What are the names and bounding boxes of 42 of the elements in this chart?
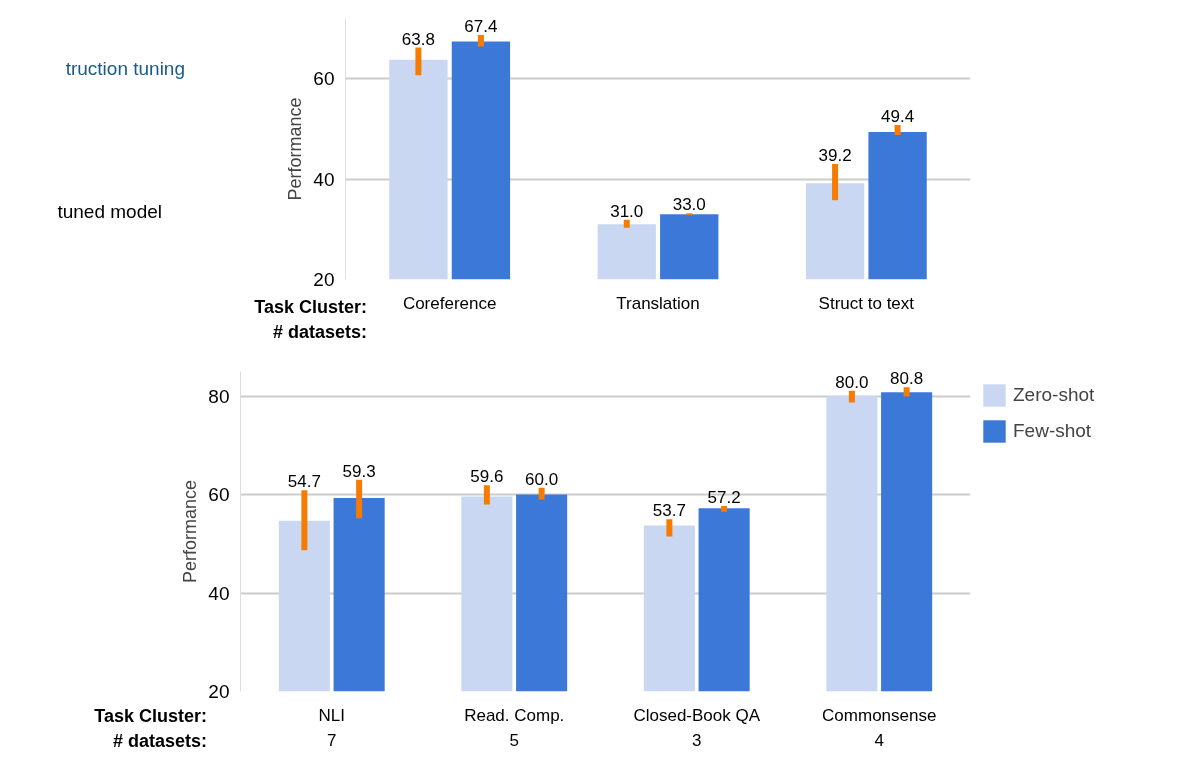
data-label: 33.0 [672, 195, 706, 215]
legend-label: Zero-shot [1013, 384, 1095, 406]
x-tick-label: Translation [616, 293, 700, 313]
text: tuned model [57, 200, 162, 224]
data-label: 80.8 [890, 369, 924, 389]
data-label: 31.0 [610, 201, 644, 221]
y-tick-label: 60 [313, 68, 335, 90]
y-tick-label: 40 [313, 168, 335, 190]
x-tick-label: Coreference [402, 293, 497, 313]
data-label: 54.7 [287, 472, 321, 492]
y-tick-label: 60 [208, 484, 230, 506]
data-label: 60.0 [525, 469, 559, 489]
text: # datasets: [272, 321, 367, 344]
text: 5 [509, 730, 519, 750]
data-label: 67.4 [464, 17, 498, 37]
data-label: 59.3 [342, 461, 376, 481]
y-tick-label: 80 [208, 385, 230, 407]
data-label: 59.6 [470, 467, 504, 487]
data-label: 80.0 [835, 372, 869, 392]
legend-label: Few-shot [1013, 420, 1092, 442]
data-label: 53.7 [652, 501, 686, 521]
x-tick-label: Read. Comp. [464, 705, 565, 725]
y-axis-title: Performance [285, 97, 306, 201]
y-tick-label: 20 [208, 681, 230, 702]
y-tick-label: 20 [313, 269, 335, 290]
text: truction tuning [65, 57, 185, 81]
data-label: 39.2 [818, 146, 852, 166]
text: 3 [692, 730, 702, 750]
text: Task Cluster: [94, 705, 207, 728]
y-axis-title: Performance [180, 479, 201, 584]
data-label: 49.4 [881, 106, 915, 126]
x-tick-label: Struct to text [818, 293, 915, 313]
data-label: 63.8 [401, 29, 435, 49]
text: 4 [874, 730, 884, 750]
data-label: 57.2 [707, 487, 741, 507]
y-tick-label: 40 [208, 582, 230, 604]
text: Task Cluster: [254, 296, 367, 319]
text: # datasets: [112, 730, 207, 753]
x-tick-label: Commonsense [822, 705, 937, 725]
x-tick-label: Closed-Book QA [633, 705, 761, 725]
text: 7 [327, 730, 337, 750]
x-tick-label: NLI [318, 705, 345, 725]
